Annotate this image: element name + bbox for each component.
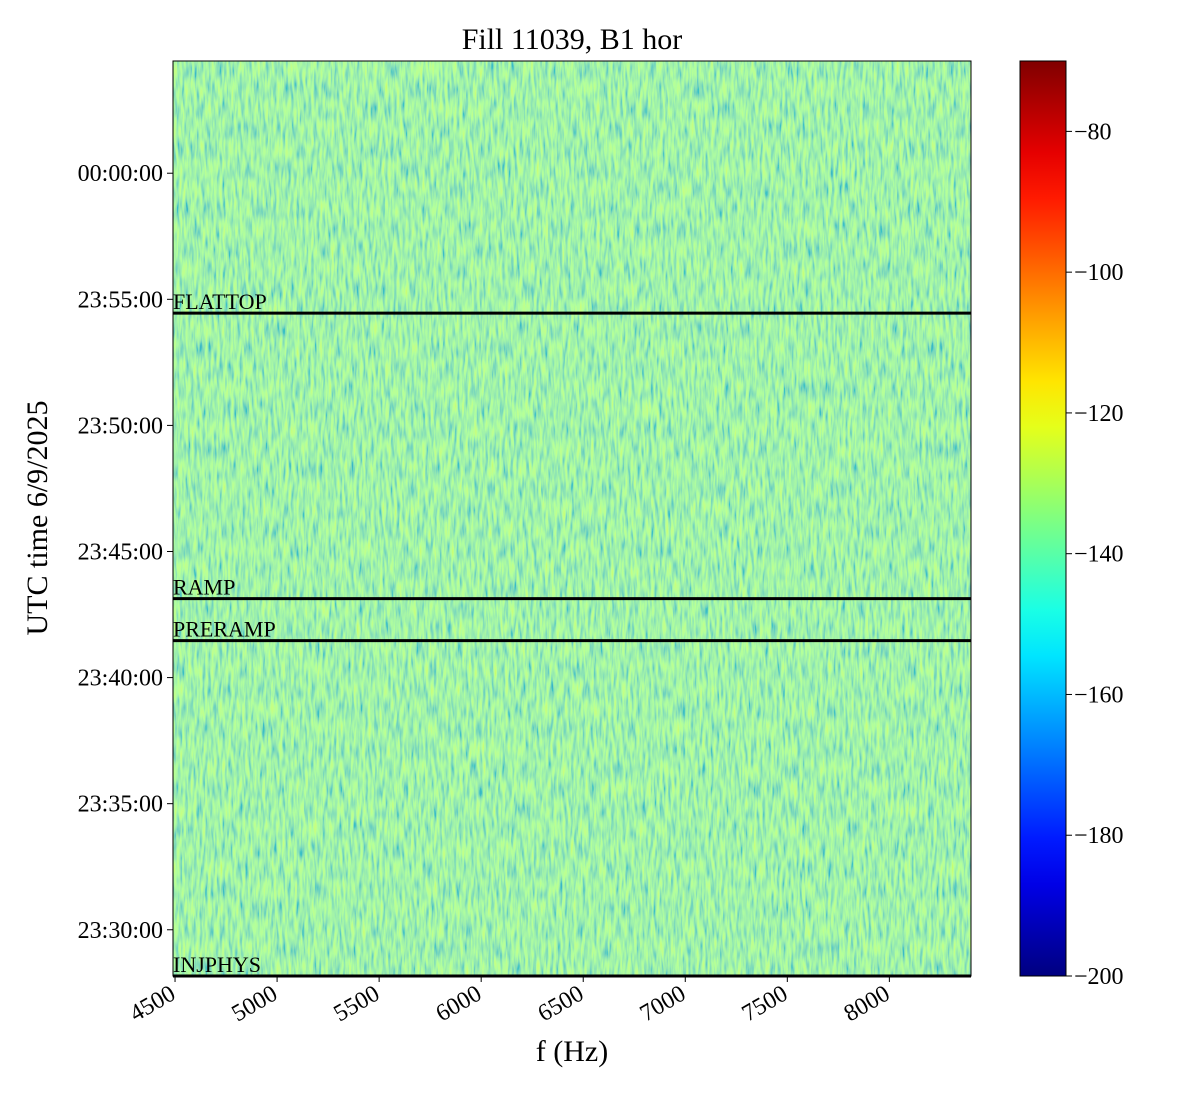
y-tick-label: 23:55:00 — [78, 287, 163, 313]
x-axis-label: f (Hz) — [536, 1035, 608, 1068]
x-tick-label: 5500 — [330, 981, 385, 1028]
chart-title: Fill 11039, B1 hor — [462, 23, 683, 56]
colorbar-tick-label: −160 — [1074, 682, 1124, 708]
x-tick-label: 5000 — [228, 981, 283, 1028]
y-tick-label: 00:00:00 — [78, 161, 163, 187]
colorbar-tick-label: −80 — [1074, 119, 1112, 145]
y-tick-label: 23:50:00 — [78, 413, 163, 439]
colorbar-tick-label: −200 — [1074, 964, 1124, 990]
colorbar-tick-label: −180 — [1074, 823, 1124, 849]
event-label: PRERAMP — [173, 617, 276, 642]
x-tick-label: 4500 — [125, 981, 180, 1028]
colorbar — [1019, 60, 1067, 977]
event-label: FLATTOP — [173, 289, 267, 314]
x-tick-label: 7000 — [636, 981, 691, 1028]
y-axis-label: UTC time 6/9/2025 — [21, 401, 54, 636]
y-tick-label: 23:40:00 — [78, 666, 163, 692]
x-tick-label: 6500 — [534, 981, 589, 1028]
x-tick-label: 6000 — [432, 981, 487, 1028]
x-tick-label: 8000 — [840, 981, 895, 1028]
y-tick-label: 23:35:00 — [78, 792, 163, 818]
event-label: INJPHYS — [173, 952, 261, 977]
colorbar-tick-label: −120 — [1074, 401, 1124, 427]
event-label: RAMP — [173, 575, 235, 600]
colorbar-tick-label: −100 — [1074, 260, 1124, 286]
plot-frame — [172, 60, 972, 977]
colorbar-tick-label: −140 — [1074, 542, 1124, 568]
spectrogram-texture — [173, 61, 971, 976]
y-tick-label: 23:30:00 — [78, 918, 163, 944]
x-tick-label: 7500 — [738, 981, 793, 1028]
y-tick-label: 23:45:00 — [78, 539, 163, 565]
